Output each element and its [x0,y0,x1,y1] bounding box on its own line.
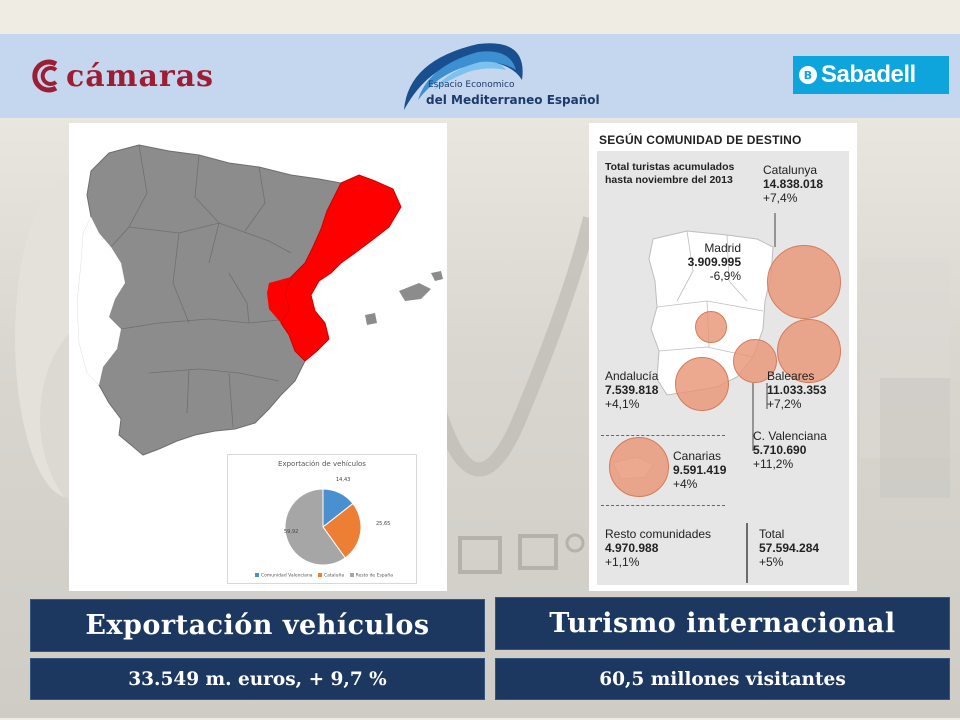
vehicle-export-pie-chart: Exportación de vehículos 14,43 25,65 59,… [227,454,417,584]
sabadell-logo: B Sabadell [793,56,949,94]
andalucia-value: 7.539.818 [605,383,659,397]
pie-label-valenciana: 14,43 [336,477,351,483]
pie-label-resto: 59,92 [284,529,299,535]
baleares-name: Baleares [767,369,815,383]
camaras-c-mark-icon [32,59,58,93]
pie-legend: Comunidad Valenciana Cataluña Resto de E… [228,573,416,579]
region-valenciana: C. Valenciana 5.710.690 +11,2% [753,429,827,471]
mini-chart-title: Exportación de vehículos [278,460,366,468]
region-madrid: Madrid 3.909.995 -6,9% [661,241,741,283]
andalucia-pct: +4,1% [605,397,640,411]
baleares-value: 11.033.353 [767,383,827,397]
spain-map [76,144,443,456]
valenciana-bubble [733,339,777,383]
canarias-value: 9.591.419 [673,463,727,477]
baleares-pct: +7,2% [767,397,802,411]
valenciana-value: 5.710.690 [753,443,807,457]
catalunya-bubble [767,245,841,319]
spain-map-panel: Exportación de vehículos 14,43 25,65 59,… [69,123,447,591]
region-andalucia: Andalucía 7.539.818 +4,1% [605,369,658,411]
region-canarias: Canarias 9.591.419 +4% [673,449,726,491]
pie-slice-2 [284,488,346,566]
total-value: 57.594.284 [759,541,820,555]
tourism-total-label: Total turistas acumulados hasta noviembr… [605,161,735,186]
legend-swatch-valenciana [254,573,259,577]
madrid-bubble [695,311,727,343]
pie-slice-1 [322,502,362,559]
resto-pct: +1,1% [605,555,640,569]
baleares-bubble [777,319,841,383]
emed-swoosh-icon [404,43,523,110]
tourism-leader-lines [746,213,776,583]
valenciana-name: C. Valenciana [753,429,827,443]
divider-canarias-bottom [601,505,725,506]
region-catalunya: Catalunya 14.838.018 +7,4% [763,163,823,205]
emed-logo: Espacio Economico del Mediterraneo Españ… [398,40,600,114]
resto-value: 4.970.988 [605,541,659,555]
camaras-logo: cámaras [30,56,214,96]
pie-svg [284,488,362,566]
divider-canarias-top [601,435,725,436]
legend-resto: Resto de España [355,573,394,579]
canarias-bubble [609,437,669,497]
valenciana-pct: +11,2% [753,457,794,471]
tourism-figure-bar: 60,5 millones visitantes [495,658,950,700]
sabadell-logo-text: Sabadell [821,61,916,88]
export-figure-bar: 33.549 m. euros, + 9,7 % [30,658,485,700]
legend-cataluna: Cataluña [324,573,345,579]
export-title-bar: Exportación vehículos [30,599,485,652]
tourism-inner: Total turistas acumulados hasta noviembr… [597,151,849,585]
region-total: Total 57.594.284 +5% [759,527,819,569]
sabadell-b-icon: B [799,66,817,84]
andalucia-bubble [675,357,729,411]
legend-valenciana: Comunidad Valenciana [260,573,313,579]
canarias-pct: +4% [673,477,698,491]
header-band: cámaras Espacio Economico del Mediterran… [0,34,960,118]
resto-name: Resto comunidades [605,527,712,541]
andalucia-name: Andalucía [605,369,659,383]
tourism-infographic: SEGÚN COMUNIDAD DE DESTINO Total turista… [589,123,857,591]
camaras-logo-text: cámaras [66,58,215,94]
pie-label-cataluna: 25,65 [376,521,391,527]
legend-swatch-cataluna [318,573,322,577]
madrid-pct: -6,9% [709,269,741,283]
region-baleares: Baleares 11.033.353 +7,2% [767,369,826,411]
region-resto: Resto comunidades 4.970.988 +1,1% [605,527,711,569]
emed-logo-line2: del Mediterraneo Español [426,93,600,107]
emed-logo-line1: Espacio Economico [428,80,515,90]
legend-swatch-resto [349,573,354,577]
catalunya-value: 14.838.018 [763,177,824,191]
catalunya-pct: +7,4% [763,191,798,205]
canarias-name: Canarias [673,449,722,463]
madrid-value: 3.909.995 [687,255,741,269]
total-pct: +5% [759,555,784,569]
tourism-title-bar: Turismo internacional [495,597,950,650]
catalunya-name: Catalunya [763,163,818,177]
madrid-name: Madrid [704,241,741,255]
total-name: Total [759,527,785,541]
tourism-title: SEGÚN COMUNIDAD DE DESTINO [599,133,802,147]
